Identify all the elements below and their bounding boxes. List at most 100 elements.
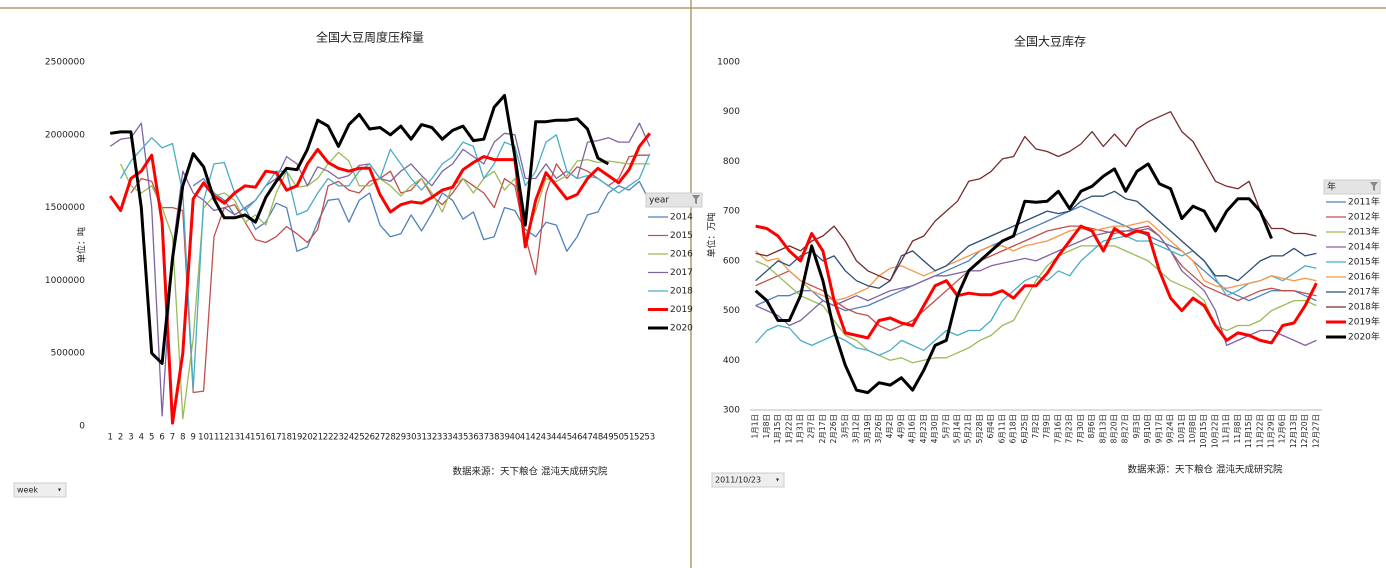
x-tick-label: 18 (281, 433, 292, 443)
x-tick-label: 6 (159, 433, 164, 443)
filter-button[interactable] (13, 482, 67, 498)
x-tick-label: 49 (603, 433, 614, 443)
x-tick-label: 5 (149, 433, 154, 443)
x-tick-label: 35 (458, 433, 469, 443)
legend-label: 2018年 (1348, 301, 1380, 313)
x-tick-label: 16 (260, 433, 271, 443)
x-tick-label: 5月21日 (964, 414, 973, 443)
filter-label: week (17, 486, 38, 495)
x-tick-label: 10月22日 (1210, 414, 1219, 448)
x-tick-label: 7月16日 (1053, 414, 1062, 443)
x-tick-label: 10 (198, 433, 209, 443)
x-tick-label: 45 (561, 433, 572, 443)
x-tick-label: 37 (478, 433, 489, 443)
y-tick-label: 900 (723, 107, 740, 117)
x-tick-label: 11月15日 (1244, 414, 1253, 448)
x-tick-label: 20 (302, 433, 313, 443)
y-axis-label: 单位：万吨 (706, 212, 718, 257)
x-tick-label: 15 (250, 433, 261, 443)
series-line (120, 151, 650, 420)
x-tick-label: 7月2日 (1031, 414, 1040, 439)
x-tick-label: 4月23日 (919, 414, 928, 443)
legend-label: 2015年 (1348, 256, 1380, 268)
y-tick-label: 700 (723, 207, 740, 217)
x-tick-label: 30 (406, 433, 417, 443)
series-line (755, 205, 1317, 312)
x-tick-label: 48 (593, 433, 604, 443)
filter-button[interactable] (711, 472, 785, 488)
x-tick-label: 7月23日 (1065, 414, 1074, 443)
x-tick-label: 24 (343, 433, 354, 443)
x-tick-label: 8月27日 (1121, 414, 1130, 443)
x-tick-label: 17 (271, 433, 282, 443)
x-tick-label: 8月20日 (1110, 414, 1119, 443)
y-tick-label: 400 (723, 356, 740, 366)
x-tick-label: 11月8日 (1233, 414, 1242, 443)
x-tick-label: 27 (375, 433, 386, 443)
series-line (755, 224, 1318, 345)
y-tick-label: 1000 (717, 58, 740, 68)
x-tick-label: 7 (170, 433, 175, 443)
x-tick-label: 31 (416, 433, 427, 443)
x-tick-label: 9 (190, 433, 195, 443)
x-tick-label: 4 (139, 433, 144, 443)
x-tick-label: 47 (582, 433, 593, 443)
x-tick-label: 19 (292, 433, 303, 443)
filter-icon (692, 195, 700, 204)
x-tick-label: 4月16日 (908, 414, 917, 443)
x-tick-label: 29 (395, 433, 406, 443)
series-line (755, 220, 1317, 302)
series-line (109, 122, 651, 417)
series-line (109, 94, 610, 365)
legend-label: 2017 (670, 268, 693, 278)
x-tick-label: 8月6日 (1087, 414, 1096, 439)
x-tick-label: 3月12日 (852, 414, 861, 443)
x-tick-label: 51 (624, 433, 635, 443)
x-tick-label: 52 (634, 433, 645, 443)
x-tick-label: 12月20日 (1300, 414, 1309, 448)
y-tick-label: 1500000 (45, 203, 85, 213)
series-line (755, 190, 1317, 289)
y-tick-label: 300 (723, 406, 740, 416)
x-tick-label: 4月2日 (885, 414, 894, 439)
x-tick-label: 9月3日 (1132, 414, 1141, 439)
x-tick-label: 2 (118, 433, 123, 443)
legend-label: 2016 (670, 250, 693, 260)
chart-title: 全国大豆周度压榨量 (316, 30, 424, 45)
x-tick-label: 46 (572, 433, 583, 443)
x-tick-label: 21 (312, 433, 323, 443)
y-tick-label: 500 (723, 306, 740, 316)
series-line (120, 134, 651, 391)
legend-header (1323, 179, 1381, 195)
x-tick-label: 43 (541, 433, 552, 443)
filter-icon (1370, 182, 1378, 191)
x-tick-label: 14 (240, 433, 251, 443)
x-tick-label: 41 (520, 433, 531, 443)
x-tick-label: 13 (229, 433, 240, 443)
y-tick-label: 0 (79, 422, 85, 432)
x-tick-label: 44 (551, 433, 562, 443)
y-tick-label: 2500000 (45, 58, 85, 68)
legend-label: 2020年 (1348, 331, 1380, 343)
legend-label: 2020 (670, 324, 693, 334)
legend-label: 2015 (670, 231, 693, 241)
filter-arrow: ▾ (776, 477, 779, 484)
x-tick-label: 1月1日 (751, 414, 760, 439)
x-tick-label: 10月1日 (1177, 414, 1186, 443)
x-tick-label: 6月18日 (1009, 414, 1018, 443)
legend-title: 年 (1327, 181, 1336, 193)
series-line (755, 225, 1317, 332)
x-tick-label: 8月13日 (1098, 414, 1107, 443)
x-tick-label: 12月13日 (1289, 414, 1298, 448)
series-line (755, 245, 1317, 364)
x-tick-label: 50 (613, 433, 624, 443)
x-tick-label: 12 (219, 433, 230, 443)
y-tick-label: 2000000 (45, 130, 85, 140)
x-tick-label: 26 (364, 433, 375, 443)
x-tick-label: 11月29日 (1267, 414, 1276, 448)
series-line (755, 235, 1317, 356)
legend-label: 2011年 (1348, 196, 1380, 208)
y-tick-label: 500000 (51, 349, 86, 359)
legend-label: 2014 (670, 213, 693, 223)
x-tick-label: 9月10日 (1143, 414, 1152, 443)
